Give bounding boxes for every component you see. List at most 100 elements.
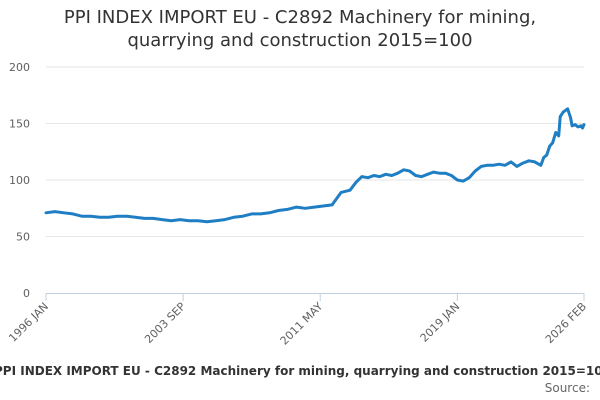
y-tick-label: 200 bbox=[9, 61, 30, 74]
data-point bbox=[295, 205, 298, 209]
data-point bbox=[480, 165, 483, 168]
data-point bbox=[450, 174, 453, 177]
data-point bbox=[551, 141, 554, 144]
chart-caption: PPI INDEX IMPORT EU - C2892 Machinery fo… bbox=[0, 364, 600, 382]
data-point bbox=[432, 170, 435, 174]
chart-title: PPI INDEX IMPORT EU - C2892 Machinery fo… bbox=[0, 6, 600, 52]
data-point bbox=[205, 220, 209, 223]
data-point bbox=[53, 210, 57, 213]
data-point bbox=[372, 174, 376, 177]
data-point bbox=[71, 212, 75, 216]
data-point bbox=[542, 156, 545, 159]
data-point bbox=[277, 209, 280, 212]
data-point bbox=[468, 176, 471, 179]
x-tick-label: 2003 SEP bbox=[142, 300, 188, 346]
data-point bbox=[304, 207, 307, 210]
data-point bbox=[515, 165, 519, 168]
gridlines bbox=[46, 66, 584, 237]
data-point bbox=[125, 215, 128, 218]
data-point bbox=[462, 179, 465, 183]
data-point bbox=[354, 181, 358, 184]
data-point bbox=[485, 164, 489, 167]
data-point bbox=[509, 160, 513, 164]
data-point bbox=[187, 219, 191, 222]
data-point bbox=[408, 169, 411, 173]
data-point bbox=[438, 172, 441, 175]
source-label: Source: bbox=[544, 381, 590, 395]
data-point bbox=[214, 219, 218, 222]
data-point bbox=[559, 115, 562, 118]
x-tick-label: 2011 MAY bbox=[278, 300, 326, 348]
data-point bbox=[286, 208, 289, 211]
y-tick-label: 100 bbox=[9, 174, 30, 187]
data-point bbox=[250, 212, 253, 216]
data-point bbox=[497, 163, 501, 166]
data-point bbox=[390, 174, 393, 177]
data-point bbox=[178, 218, 182, 221]
chart-title-line-1: PPI INDEX IMPORT EU - C2892 Machinery fo… bbox=[63, 7, 537, 28]
data-point bbox=[581, 126, 584, 130]
data-point bbox=[116, 215, 119, 218]
data-point bbox=[503, 164, 507, 167]
chart-title-line-2: quarrying and construction 2015=100 bbox=[127, 30, 473, 51]
data-point bbox=[539, 164, 542, 167]
data-point bbox=[573, 123, 577, 126]
data-point bbox=[548, 144, 551, 148]
data-point bbox=[89, 215, 92, 218]
data-point bbox=[259, 212, 262, 216]
data-point bbox=[161, 218, 164, 221]
data-point bbox=[366, 176, 370, 179]
data-point bbox=[223, 218, 226, 221]
data-point bbox=[414, 174, 417, 177]
data-point bbox=[545, 153, 548, 157]
data-point bbox=[62, 211, 66, 214]
data-point bbox=[576, 125, 580, 129]
data-point bbox=[582, 123, 586, 126]
data-point bbox=[232, 216, 235, 219]
data-point bbox=[313, 205, 316, 209]
data-point bbox=[330, 203, 334, 207]
chart-caption-text: PPI INDEX IMPORT EU - C2892 Machinery fo… bbox=[0, 364, 600, 378]
x-tick-label: 2019 JAN bbox=[418, 300, 463, 345]
data-point bbox=[474, 169, 477, 173]
data-point bbox=[360, 175, 364, 178]
data-point bbox=[378, 175, 381, 178]
data-point bbox=[98, 216, 101, 219]
x-tick-label: 2026 FEB bbox=[543, 300, 589, 346]
data-point bbox=[420, 175, 423, 178]
data-point bbox=[134, 216, 137, 219]
data-point bbox=[348, 189, 352, 192]
data-point bbox=[554, 131, 557, 134]
data-point bbox=[44, 211, 48, 214]
data-point bbox=[566, 107, 569, 111]
data-point bbox=[196, 219, 200, 222]
data-point bbox=[444, 172, 447, 175]
data-point bbox=[152, 217, 155, 220]
data-point bbox=[143, 217, 146, 220]
data-point bbox=[533, 160, 536, 164]
data-point bbox=[557, 134, 560, 138]
data-point bbox=[402, 168, 405, 171]
data-point bbox=[579, 124, 583, 128]
data-point bbox=[80, 215, 84, 218]
y-tick-label: 150 bbox=[9, 118, 30, 131]
y-tick-label: 0 bbox=[23, 287, 30, 300]
series-line bbox=[44, 107, 586, 224]
data-point bbox=[561, 111, 565, 114]
data-point bbox=[268, 211, 271, 214]
data-point bbox=[456, 178, 459, 182]
axes: 0 50 100 150 200 1996 JAN 2003 SEP 2011 MAY 2019… bbox=[6, 61, 589, 348]
data-point bbox=[527, 159, 531, 162]
data-point bbox=[569, 116, 572, 120]
data-point bbox=[570, 124, 574, 128]
x-tick-label: 1996 JAN bbox=[6, 300, 51, 345]
y-tick-label: 50 bbox=[16, 231, 30, 244]
data-point bbox=[384, 173, 387, 176]
data-point bbox=[396, 172, 399, 175]
data-point bbox=[339, 191, 343, 194]
data-point bbox=[170, 219, 173, 222]
data-point bbox=[491, 164, 495, 167]
data-point bbox=[107, 216, 110, 219]
data-point bbox=[322, 204, 325, 208]
